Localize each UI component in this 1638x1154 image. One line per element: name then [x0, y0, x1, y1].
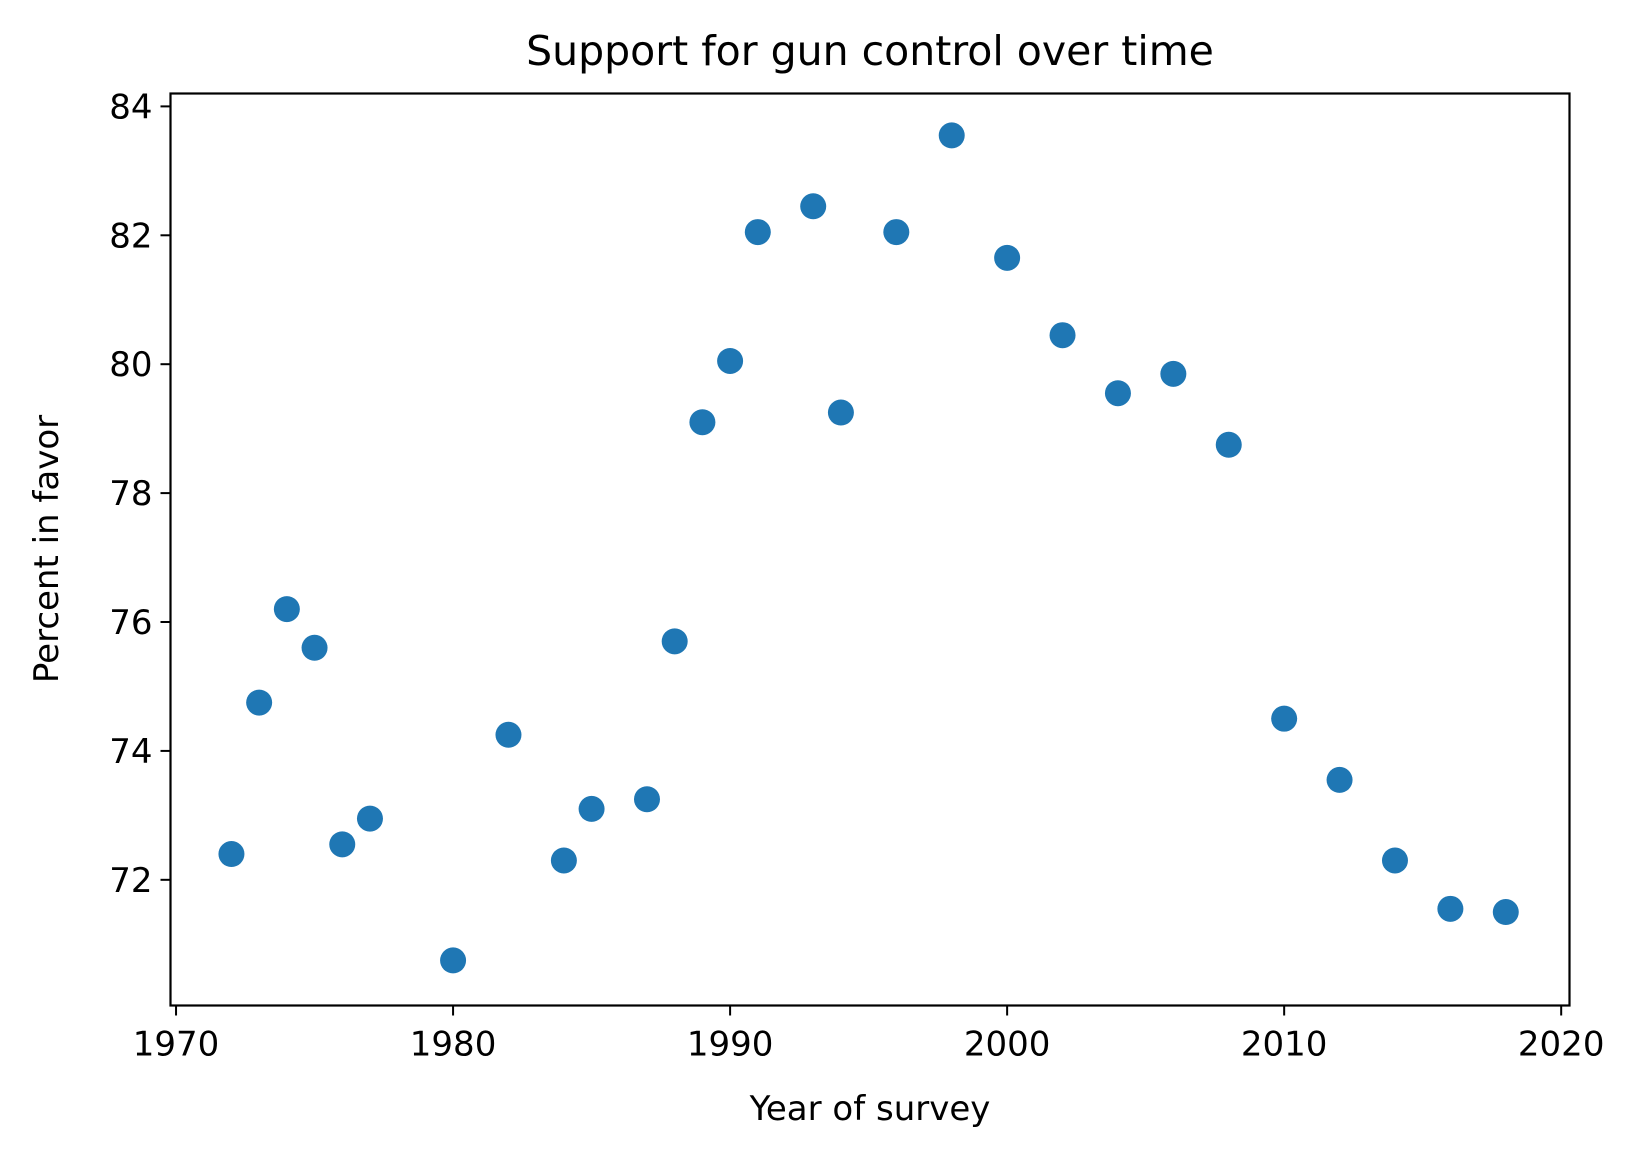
data-point: [938, 122, 965, 149]
y-axis: 72 74 76 78 80 82 84: [109, 87, 171, 901]
data-point: [356, 805, 383, 832]
data-point: [329, 831, 356, 858]
data-point: [1215, 431, 1242, 458]
data-point: [1437, 895, 1464, 922]
data-point: [827, 399, 854, 426]
data-point: [1381, 847, 1408, 874]
x-tick-label: 2010: [1241, 1025, 1328, 1065]
data-point: [273, 596, 300, 623]
data-point: [218, 841, 245, 868]
data-point: [1160, 360, 1187, 387]
x-tick-label: 1980: [410, 1025, 497, 1065]
chart-title: Support for gun control over time: [526, 27, 1214, 75]
y-tick-label: 84: [109, 87, 152, 127]
data-point: [744, 219, 771, 246]
data-points: [218, 122, 1519, 974]
data-point: [883, 219, 910, 246]
y-tick-label: 80: [109, 345, 152, 385]
data-point: [1492, 899, 1519, 926]
y-tick-label: 78: [109, 474, 152, 514]
y-tick-label: 72: [109, 861, 152, 901]
data-point: [578, 795, 605, 822]
data-point: [689, 409, 716, 436]
data-point: [440, 947, 467, 974]
x-tick-label: 1990: [687, 1025, 774, 1065]
x-axis-label: Year of survey: [749, 1089, 991, 1129]
data-point: [495, 721, 522, 748]
data-point: [301, 634, 328, 661]
data-point: [1271, 705, 1298, 732]
x-axis: 1970 1980 1990 2000 2010 2020: [133, 1005, 1605, 1065]
y-tick-label: 76: [109, 603, 152, 643]
y-axis-label: Percent in favor: [27, 415, 67, 683]
plot-frame: [169, 92, 1571, 1007]
y-tick-label: 82: [109, 216, 152, 256]
data-point: [1326, 766, 1353, 793]
data-point: [246, 689, 273, 716]
data-point: [994, 244, 1021, 271]
data-point: [661, 628, 688, 655]
data-point: [633, 786, 660, 813]
data-point: [800, 193, 827, 220]
data-point: [1104, 380, 1131, 407]
data-point: [717, 347, 744, 374]
data-point: [1049, 322, 1076, 349]
x-tick-label: 2020: [1518, 1025, 1605, 1065]
x-tick-label: 1970: [133, 1025, 220, 1065]
data-point: [550, 847, 577, 874]
y-tick-label: 74: [109, 732, 152, 772]
x-tick-label: 2000: [964, 1025, 1051, 1065]
